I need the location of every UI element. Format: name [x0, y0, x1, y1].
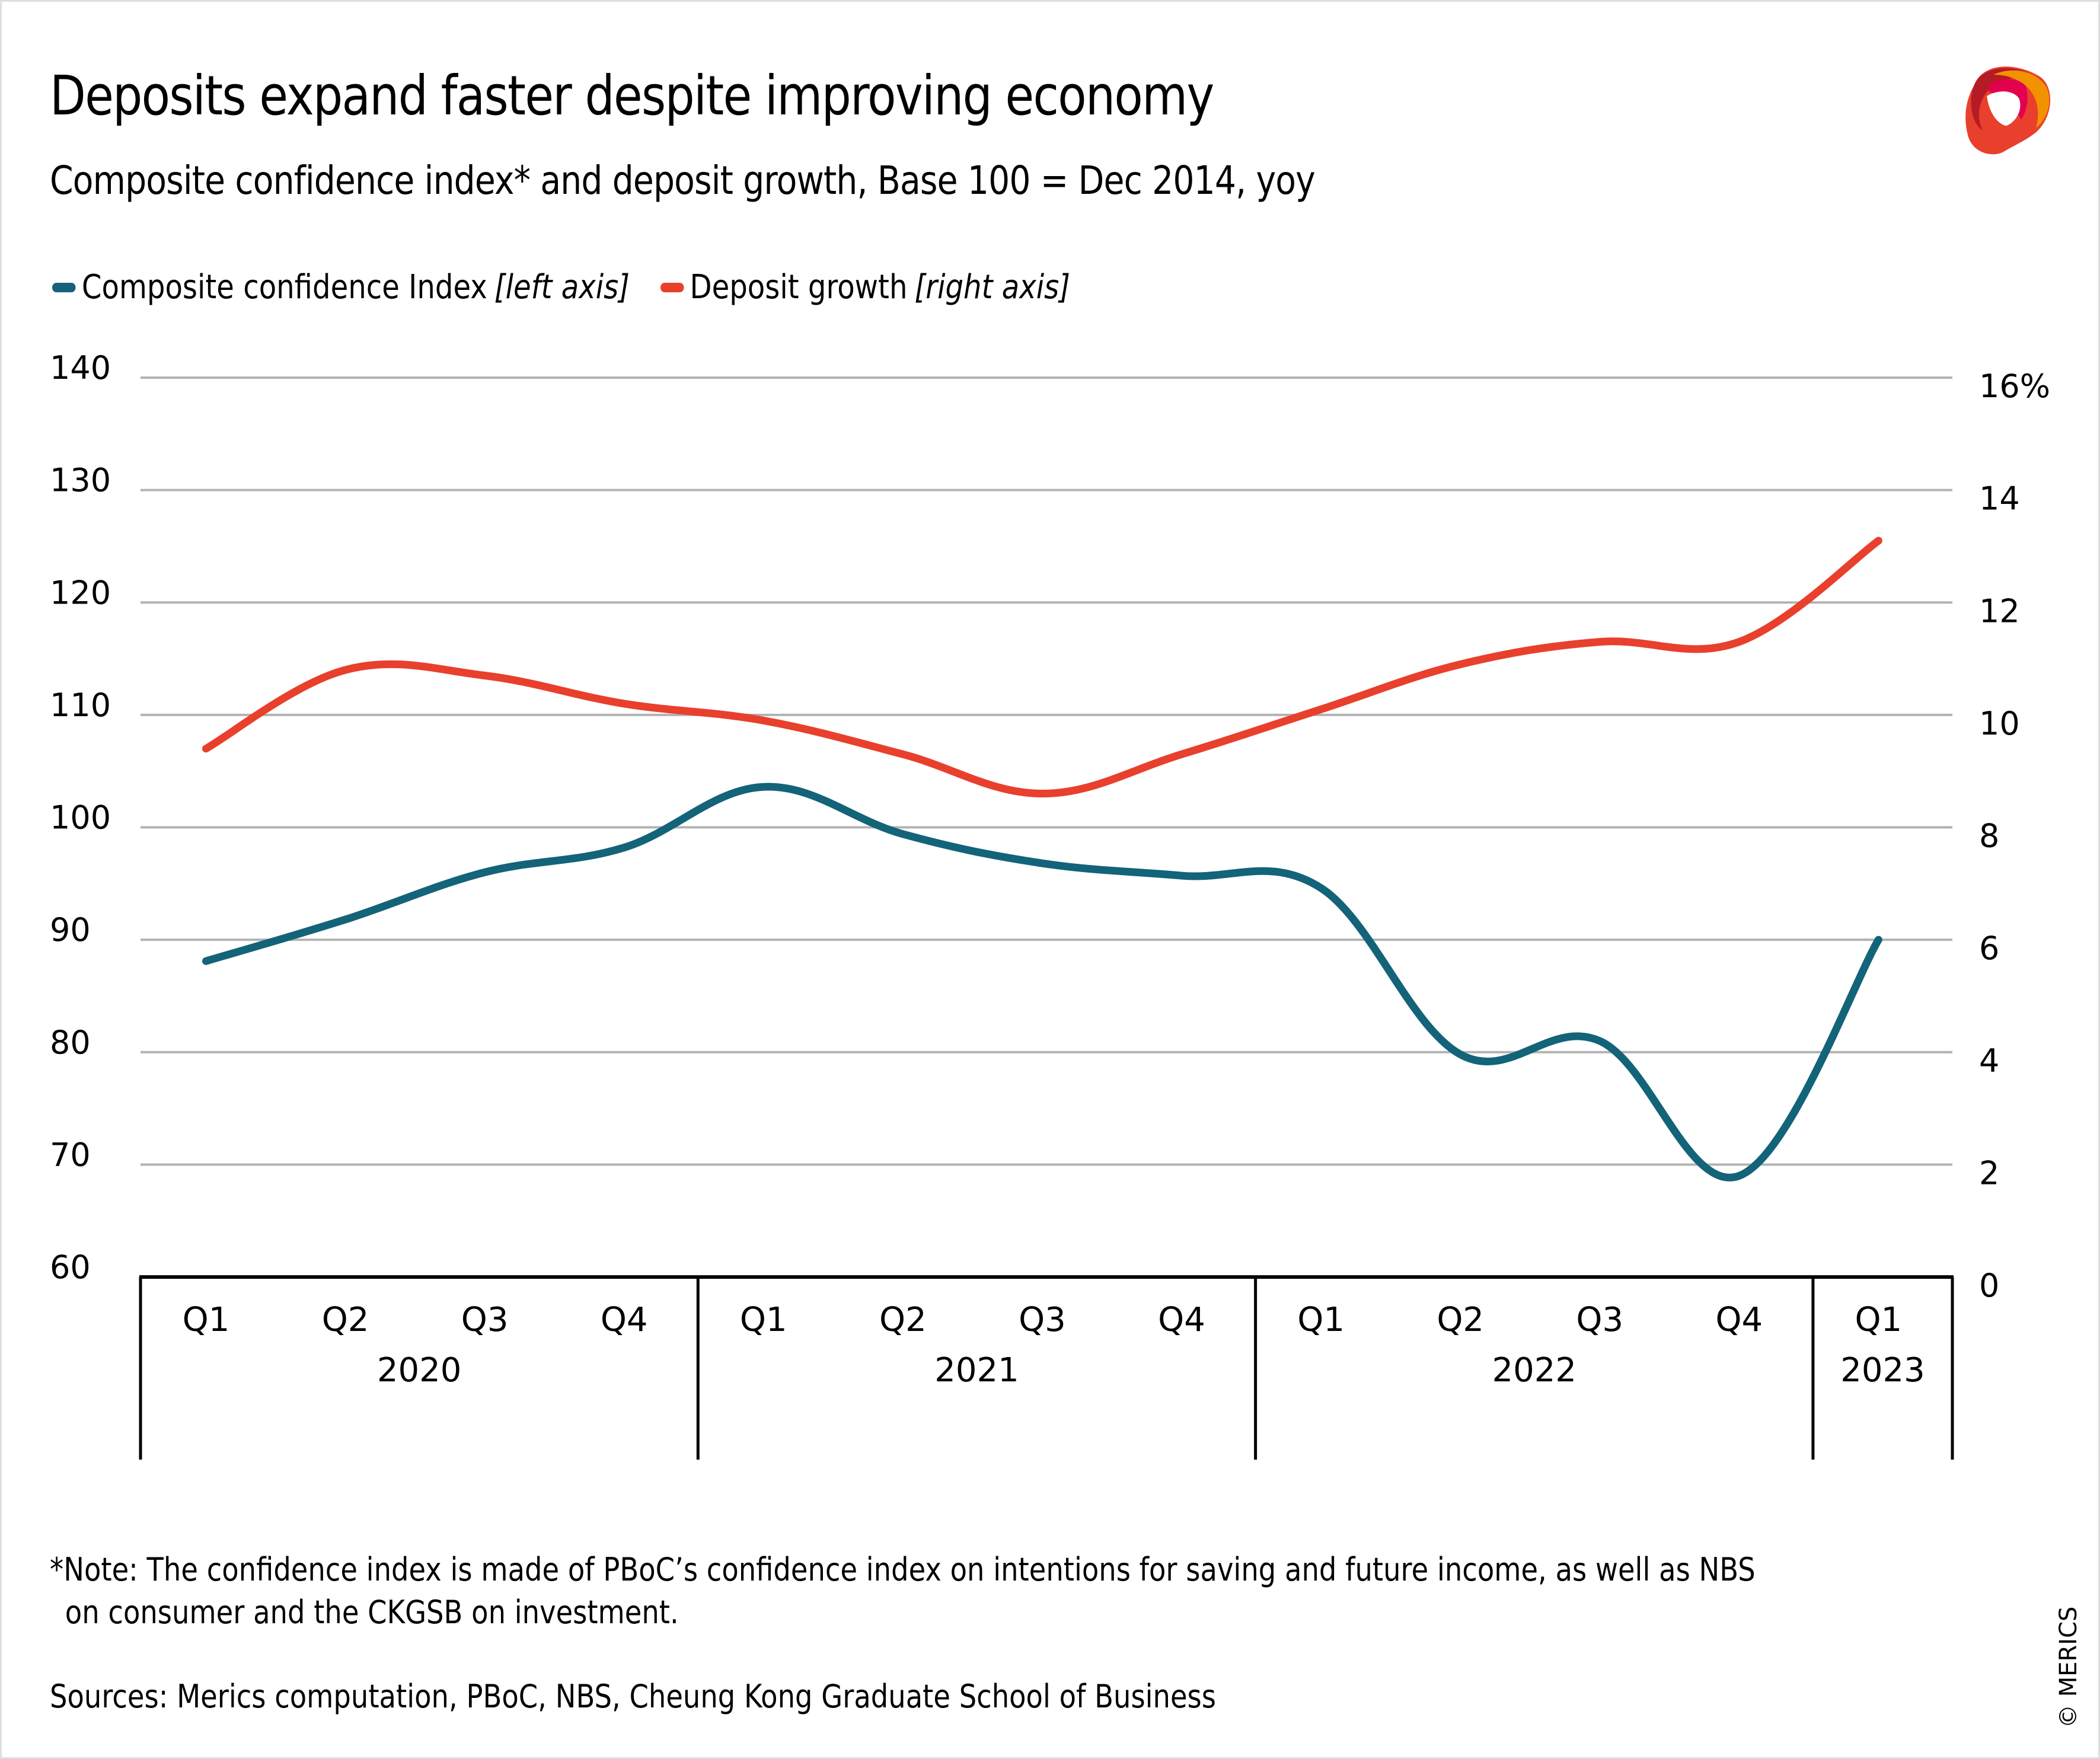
- left-axis-tick-label: 60: [50, 1249, 91, 1286]
- year-label: 2022: [1492, 1351, 1577, 1390]
- quarter-label: Q2: [879, 1301, 927, 1339]
- chart-subtitle: Composite confidence index* and deposit …: [50, 158, 1316, 203]
- quarter-label: Q4: [1158, 1301, 1205, 1339]
- right-axis-tick-label: 14: [1979, 480, 2020, 518]
- footnote-line-1: *Note: The confidence index is made of P…: [50, 1551, 1756, 1588]
- left-axis-tick-label: 120: [50, 574, 111, 611]
- chart-title: Deposits expand faster despite improving…: [50, 64, 1214, 127]
- year-label: 2023: [1840, 1351, 1925, 1390]
- year-label: 2020: [377, 1351, 462, 1390]
- quarter-label: Q4: [601, 1301, 648, 1339]
- deposit-growth-line: [202, 537, 1882, 798]
- quarter-label: Q1: [183, 1301, 230, 1339]
- confidence-index-line: [202, 783, 1882, 1182]
- right-axis-tick-label: 12: [1979, 592, 2020, 630]
- right-axis-tick-label: 0: [1979, 1267, 1999, 1304]
- left-axis-tick-label: 70: [50, 1136, 91, 1173]
- left-axis-tick-label: 140: [50, 349, 111, 387]
- legend: Composite confidence Index [left axis] D…: [52, 268, 1101, 307]
- legend-item-deposit[interactable]: Deposit growth [right axis]: [660, 268, 1070, 307]
- left-axis-tick-label: 100: [50, 799, 111, 837]
- year-label: 2021: [934, 1351, 1019, 1390]
- quarter-label: Q4: [1715, 1301, 1763, 1339]
- footnote: *Note: The confidence index is made of P…: [50, 1549, 1756, 1634]
- legend-item-confidence[interactable]: Composite confidence Index [left axis]: [52, 268, 630, 307]
- right-axis-tick-label: 16%: [1979, 368, 2050, 405]
- quarter-label: Q3: [461, 1301, 509, 1339]
- legend-axis-note-deposit: [right axis]: [914, 268, 1071, 307]
- sources: Sources: Merics computation, PBoC, NBS, …: [50, 1678, 1216, 1715]
- right-axis-tick-label: 8: [1979, 818, 1999, 855]
- left-axis-tick-label: 90: [50, 911, 91, 949]
- right-axis-tick-label: 4: [1979, 1042, 1999, 1080]
- right-axis-tick-label: 2: [1979, 1154, 1999, 1192]
- right-axis-tick-label: 6: [1979, 930, 1999, 967]
- merics-logo-icon: [1965, 66, 2051, 155]
- legend-label-deposit: Deposit growth: [690, 268, 908, 307]
- quarter-label: Q2: [322, 1301, 369, 1339]
- legend-label-confidence: Composite confidence Index: [81, 268, 487, 307]
- quarter-label: Q1: [1855, 1301, 1903, 1339]
- legend-swatch-deposit: [660, 282, 684, 292]
- quarter-label: Q3: [1576, 1301, 1623, 1339]
- legend-axis-note-confidence: [left axis]: [494, 268, 630, 307]
- left-axis-tick-label: 130: [50, 462, 111, 499]
- quarter-label: Q3: [1019, 1301, 1066, 1339]
- copyright: © MERICS: [2055, 1606, 2082, 1728]
- quarter-label: Q2: [1437, 1301, 1484, 1339]
- left-axis-tick-label: 110: [50, 687, 111, 724]
- left-axis-tick-label: 80: [50, 1024, 91, 1061]
- legend-swatch-confidence: [52, 282, 76, 292]
- quarter-label: Q1: [740, 1301, 787, 1339]
- quarter-label: Q1: [1297, 1301, 1345, 1339]
- right-axis-tick-label: 10: [1979, 705, 2020, 742]
- footnote-line-2: on consumer and the CKGSB on investment.: [65, 1594, 679, 1631]
